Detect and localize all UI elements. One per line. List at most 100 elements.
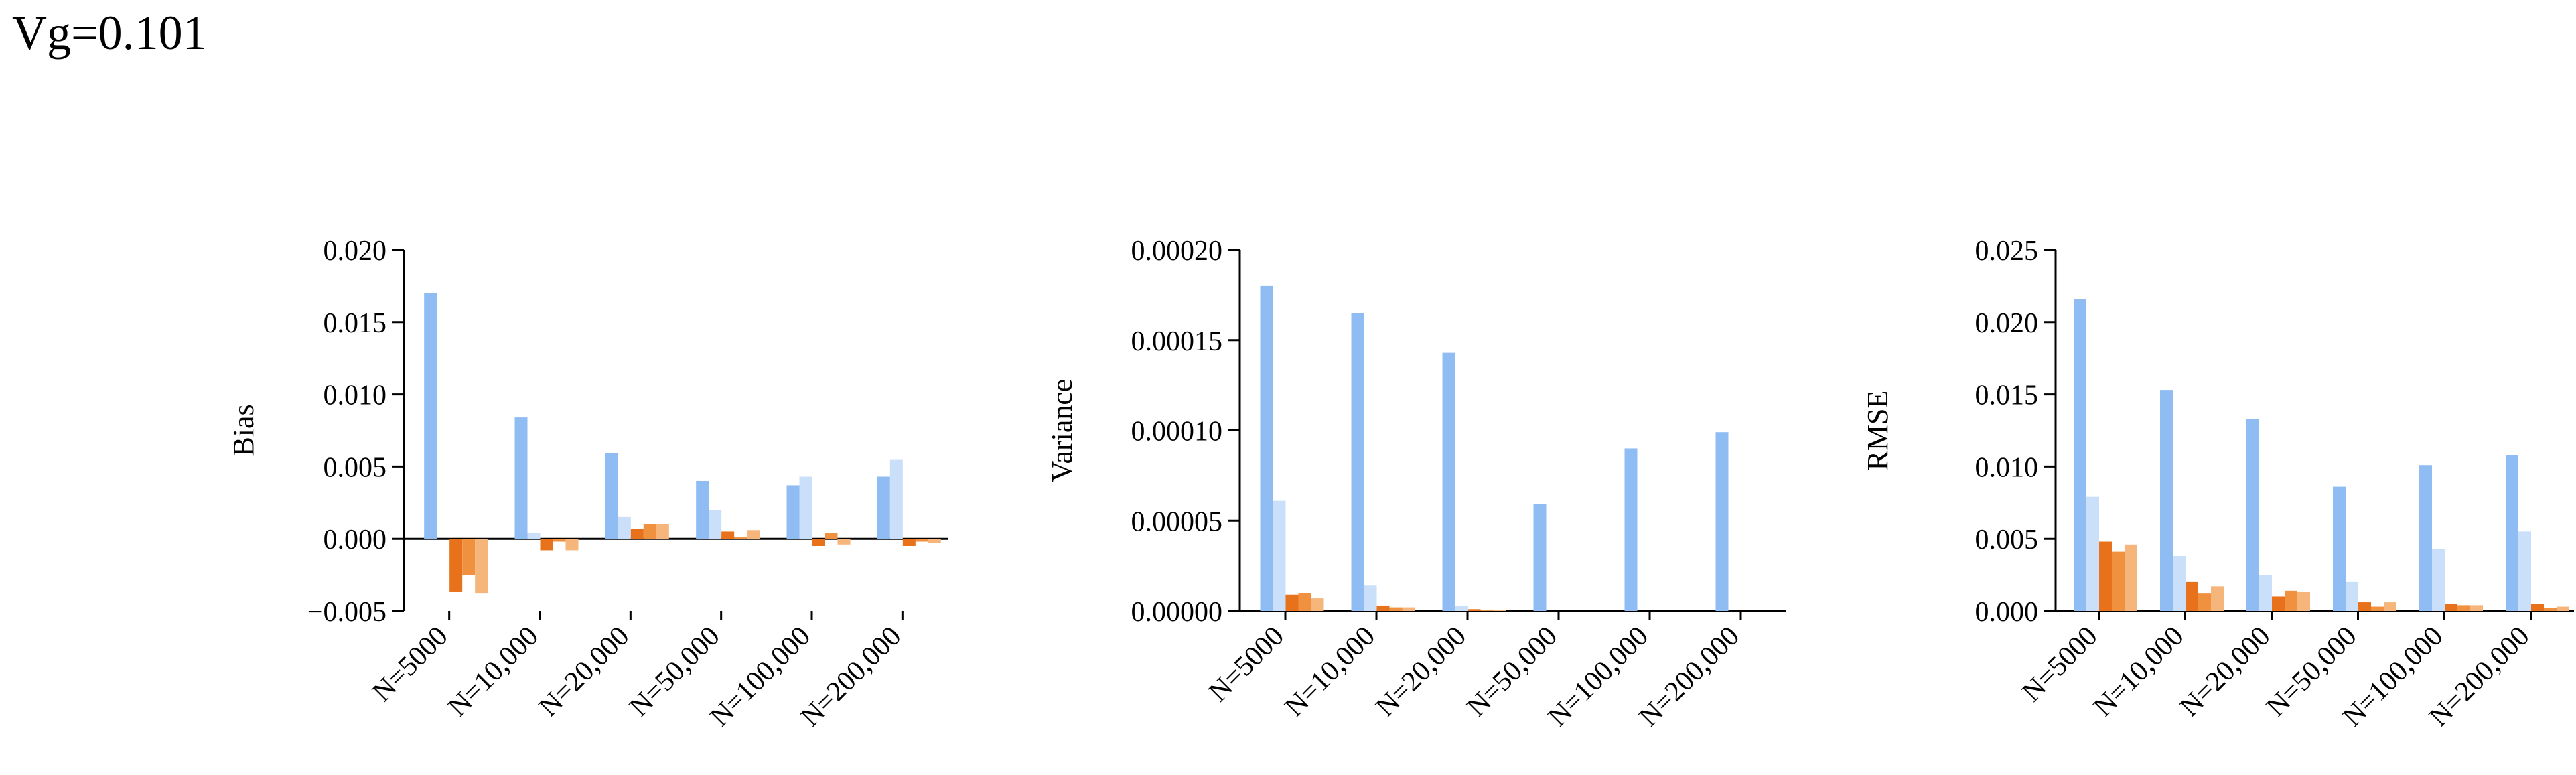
bar [1493,610,1506,611]
bar [553,539,566,542]
bar [2358,602,2371,611]
bar [799,476,812,539]
bar [2125,544,2137,611]
bar [1298,593,1311,611]
bar [877,476,890,539]
x-tick-label: N=10,000 [1279,621,1381,723]
bar [2198,593,2211,611]
page-title: Vg=0.101 [12,6,207,60]
x-tick-label: N=20,000 [1370,621,1472,723]
y-tick-label: 0.000 [324,524,387,555]
bar [1533,504,1547,611]
bar [1351,313,1364,611]
bar [2518,531,2531,611]
bar [2186,581,2198,611]
bar [2506,455,2518,611]
bar [1624,448,1638,611]
bar [2099,541,2112,611]
bar [1389,607,1403,611]
bar [565,539,579,551]
x-tick-label: N=200,000 [1634,621,1745,733]
bar [721,531,735,539]
bar [902,539,916,546]
bar [605,453,618,539]
bar [475,539,488,594]
bar [2531,604,2544,611]
bar [1468,609,1481,611]
bar [2160,390,2173,611]
y-tick-label: 0.00010 [1131,417,1223,447]
bar [747,530,760,539]
bar [928,539,941,543]
bar [462,539,476,575]
x-tick-label: N=5000 [1203,621,1290,708]
y-tick-label: 0.010 [324,380,387,411]
y-axis-label: Variance [1046,379,1078,482]
bar [2086,496,2099,611]
bar [2432,549,2445,611]
chart-1: −0.005 0.000 0.005 0.010 0.015 0.020 Bias N=500… [227,236,948,733]
bar [709,510,722,539]
y-tick-label: 0.025 [1975,236,2039,267]
bar [734,537,747,539]
bar [696,480,709,539]
x-tick-label: N=10,000 [443,621,545,723]
bar [786,485,800,539]
bar [2297,591,2310,611]
y-tick-label: 0.015 [324,308,387,339]
bar [2173,556,2186,611]
bar [2457,605,2470,611]
y-tick-label: 0.000 [1975,597,2039,628]
bar [2544,608,2557,611]
y-tick-label: 0.00005 [1131,506,1223,537]
bar [424,293,437,539]
y-tick-label: 0.020 [1975,308,2039,339]
bar [1715,432,1729,611]
bar [1364,585,1377,611]
x-tick-label: N=5000 [2016,621,2103,708]
bar [889,459,903,539]
bar [2470,605,2483,611]
bar [540,539,553,551]
y-tick-label: 0.005 [1975,524,2039,555]
bar [2333,486,2346,611]
x-tick-label: N=20,000 [533,621,635,723]
x-tick-label: N=20,000 [2174,621,2276,723]
bar [449,539,463,592]
bar [1273,500,1286,611]
bar [1442,352,1455,611]
x-tick-label: N=200,000 [795,621,907,733]
y-tick-label: 0.005 [324,452,387,483]
bar [2272,596,2285,611]
bar [2259,575,2272,611]
bar [1260,285,1273,611]
bar [2371,606,2384,611]
bar [1311,598,1324,611]
bar [1402,607,1415,611]
bar [527,533,541,539]
bar [2384,602,2396,611]
y-tick-label: 0.00000 [1131,597,1223,628]
bar [2557,606,2569,611]
chart-2: 0.00000 0.00005 0.00010 0.00015 0.00020 Varia… [1046,236,1786,733]
bar [825,533,838,539]
bar [630,529,644,539]
y-tick-label: 0.010 [1975,452,2039,483]
bar [2246,419,2259,611]
y-tick-label: 0.020 [324,236,387,267]
bar [2074,299,2086,611]
y-tick-label: 0.00020 [1131,236,1223,267]
bar [915,539,928,542]
bar [837,539,851,545]
y-tick-label: 0.00015 [1131,326,1223,357]
bar [2419,465,2432,611]
bar [656,524,669,539]
bar [643,524,656,539]
bar [2346,581,2358,611]
y-tick-label: −0.005 [307,597,386,628]
y-axis-label: Bias [227,404,260,456]
bar [1455,605,1468,611]
bar [2445,604,2457,611]
bar [2211,586,2224,611]
